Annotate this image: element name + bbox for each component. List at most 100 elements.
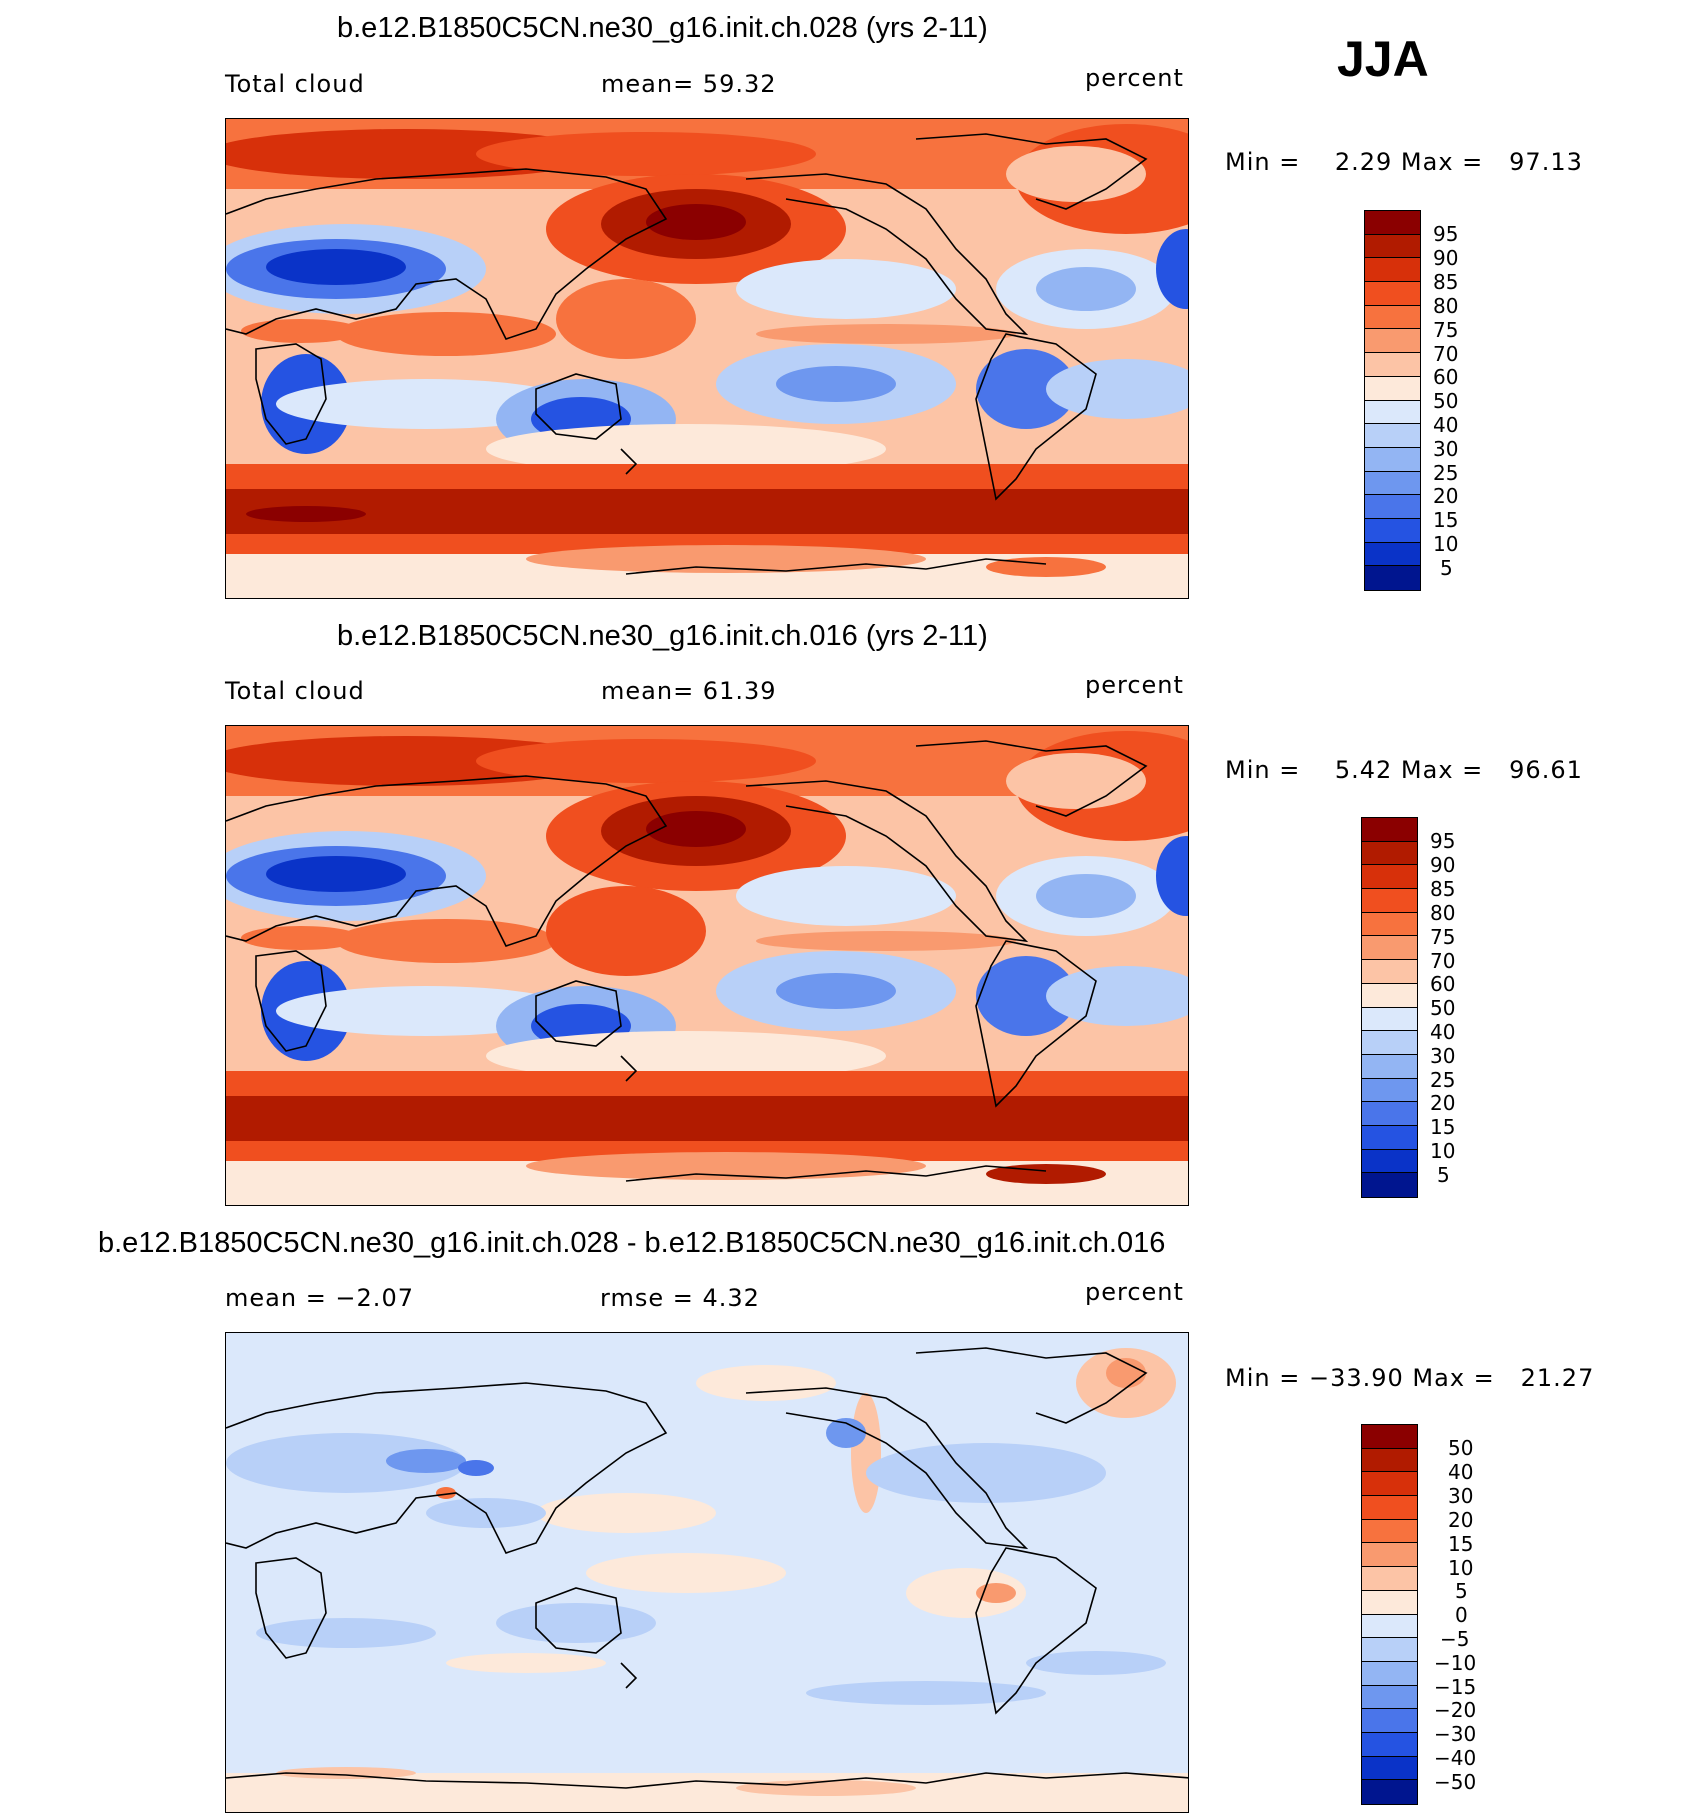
panel-3-colorbar-swatch xyxy=(1362,1709,1417,1733)
panel-2-colorbar-swatch xyxy=(1362,1078,1417,1103)
panel-1-colorbar-label: 50 xyxy=(1433,389,1459,413)
panel-1-colorbar-label: 30 xyxy=(1433,437,1459,461)
panel-1-colorbar-swatch xyxy=(1365,282,1420,306)
panel-1-colorbar-swatch xyxy=(1365,329,1420,354)
panel-2-colorbar-swatch xyxy=(1362,1125,1417,1150)
panel-3-colorbar-swatch xyxy=(1362,1543,1417,1568)
panel-1-colorbar-swatch xyxy=(1365,424,1420,448)
panel-2-colorbar-swatch xyxy=(1362,983,1417,1008)
panel-3-colorbar-label: 5 xyxy=(1455,1579,1468,1603)
panel-1-variable-label: Total cloud xyxy=(225,70,365,98)
panel-1-colorbar-swatch xyxy=(1365,542,1420,567)
panel-1-colorbar-label: 60 xyxy=(1433,365,1459,389)
panel-2-variable-label: Total cloud xyxy=(225,677,365,705)
panel-3-units-label: percent xyxy=(1085,1278,1184,1306)
panel-3-title: b.e12.B1850C5CN.ne30_g16.init.ch.028 - b… xyxy=(98,1227,1166,1259)
panel-2-colorbar-label: 5 xyxy=(1437,1163,1450,1187)
panel-2-colorbar-label: 75 xyxy=(1430,925,1456,949)
season-label: JJA xyxy=(1337,31,1429,87)
panel-1-colorbar-label: 15 xyxy=(1433,508,1459,532)
panel-3-colorbar-swatch xyxy=(1362,1638,1417,1662)
panel-3-colorbar-label: 0 xyxy=(1455,1603,1468,1627)
panel-3-colorbar-swatch xyxy=(1362,1425,1417,1449)
panel-2-colorbar xyxy=(1361,817,1418,1198)
panel-3-colorbar-swatch xyxy=(1362,1732,1417,1757)
panel-1-mean-label: mean= 59.32 xyxy=(601,70,777,98)
panel-1-colorbar-label: 80 xyxy=(1433,294,1459,318)
panel-1-colorbar-label: 85 xyxy=(1433,270,1459,294)
panel-1-colorbar-label: 95 xyxy=(1433,222,1459,246)
panel-2-colorbar-swatch xyxy=(1362,1173,1417,1197)
panel-3-colorbar-label: 30 xyxy=(1448,1484,1474,1508)
panel-3-colorbar-label: −50 xyxy=(1434,1770,1477,1794)
panel-2-colorbar-label: 40 xyxy=(1430,1020,1456,1044)
panel-3-colorbar-swatch xyxy=(1362,1685,1417,1710)
panel-1-colorbar-swatch xyxy=(1365,400,1420,425)
panel-3-colorbar-label: −5 xyxy=(1440,1627,1470,1651)
panel-2-colorbar-swatch xyxy=(1362,1149,1417,1174)
panel-3-colorbar-swatch xyxy=(1362,1780,1417,1804)
panel-1-colorbar-label: 5 xyxy=(1440,556,1453,580)
panel-2-units-label: percent xyxy=(1085,671,1184,699)
panel-1-colorbar-label: 20 xyxy=(1433,484,1459,508)
panel-3-colorbar-label: 50 xyxy=(1448,1436,1474,1460)
panel-3-rmse-label: rmse = 4.32 xyxy=(600,1284,760,1312)
panel-2-map xyxy=(225,725,1189,1206)
panel-2-title: b.e12.B1850C5CN.ne30_g16.init.ch.016 (yr… xyxy=(337,620,988,652)
panel-2-colorbar-label: 30 xyxy=(1430,1044,1456,1068)
panel-1-colorbar xyxy=(1364,210,1421,591)
panel-2-colorbar-label: 20 xyxy=(1430,1091,1456,1115)
panel-3-colorbar-swatch xyxy=(1362,1567,1417,1591)
panel-3-mean-label: mean = −2.07 xyxy=(225,1284,414,1312)
panel-1-colorbar-label: 90 xyxy=(1433,246,1459,270)
panel-2-colorbar-swatch xyxy=(1362,936,1417,961)
panel-2-colorbar-swatch xyxy=(1362,1007,1417,1032)
panel-3-colorbar-label: 15 xyxy=(1448,1532,1474,1556)
panel-3-colorbar-swatch xyxy=(1362,1448,1417,1473)
panel-3-colorbar-swatch xyxy=(1362,1496,1417,1520)
panel-2-colorbar-swatch xyxy=(1362,1031,1417,1055)
panel-2-colorbar-label: 95 xyxy=(1430,829,1456,853)
panel-1-colorbar-swatch xyxy=(1365,353,1420,377)
panel-2-colorbar-swatch xyxy=(1362,1054,1417,1079)
panel-2-colorbar-label: 25 xyxy=(1430,1068,1456,1092)
panel-2-colorbar-label: 10 xyxy=(1430,1139,1456,1163)
panel-3-colorbar-swatch xyxy=(1362,1590,1417,1615)
panel-2-colorbar-label: 15 xyxy=(1430,1115,1456,1139)
panel-2-colorbar-label: 70 xyxy=(1430,949,1456,973)
panel-1-colorbar-swatch xyxy=(1365,471,1420,496)
panel-2-mean-label: mean= 61.39 xyxy=(601,677,777,705)
panel-1-colorbar-swatch xyxy=(1365,234,1420,259)
panel-3-colorbar-label: 40 xyxy=(1448,1460,1474,1484)
panel-3-colorbar-label: −10 xyxy=(1434,1651,1477,1675)
panel-3-colorbar-label: −30 xyxy=(1434,1722,1477,1746)
panel-1-colorbar-swatch xyxy=(1365,518,1420,543)
panel-2-colorbar-label: 80 xyxy=(1430,901,1456,925)
panel-2-colorbar-label: 50 xyxy=(1430,996,1456,1020)
panel-2-colorbar-label: 85 xyxy=(1430,877,1456,901)
panel-3-map xyxy=(225,1332,1189,1813)
panel-1-colorbar-label: 10 xyxy=(1433,532,1459,556)
panel-2-minmax: Min = 5.42 Max = 96.61 xyxy=(1225,756,1583,784)
panel-2-colorbar-swatch xyxy=(1362,912,1417,937)
panel-1-units-label: percent xyxy=(1085,64,1184,92)
panel-1-title: b.e12.B1850C5CN.ne30_g16.init.ch.028 (yr… xyxy=(337,12,988,44)
panel-3-minmax: Min = −33.90 Max = 21.27 xyxy=(1225,1364,1595,1392)
panel-3-colorbar-swatch xyxy=(1362,1614,1417,1639)
panel-1-colorbar-swatch xyxy=(1365,566,1420,590)
panel-3-colorbar-label: −20 xyxy=(1434,1698,1477,1722)
panel-2-colorbar-swatch xyxy=(1362,865,1417,890)
panel-2-colorbar-label: 60 xyxy=(1430,972,1456,996)
panel-2-colorbar-swatch xyxy=(1362,889,1417,913)
panel-2-colorbar-label: 90 xyxy=(1430,853,1456,877)
panel-1-minmax: Min = 2.29 Max = 97.13 xyxy=(1225,148,1583,176)
panel-3-colorbar-label: 10 xyxy=(1448,1556,1474,1580)
panel-3-colorbar xyxy=(1361,1424,1418,1805)
panel-3-colorbar-label: −40 xyxy=(1434,1746,1477,1770)
panel-1-colorbar-label: 25 xyxy=(1433,461,1459,485)
panel-3-colorbar-swatch xyxy=(1362,1519,1417,1544)
panel-2-colorbar-swatch xyxy=(1362,1102,1417,1126)
panel-1-colorbar-label: 75 xyxy=(1433,318,1459,342)
panel-2-colorbar-swatch xyxy=(1362,818,1417,842)
panel-1-colorbar-swatch xyxy=(1365,376,1420,401)
